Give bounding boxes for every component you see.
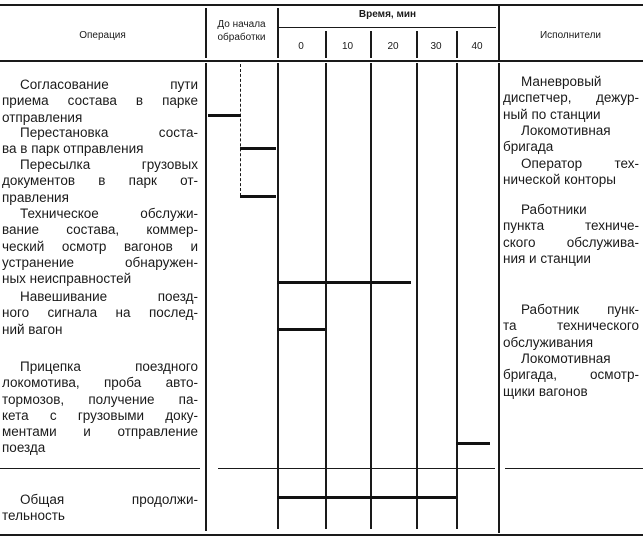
time-underline: [279, 27, 496, 28]
text-line: Согласование пути: [20, 77, 198, 92]
text-line: ния и станции: [503, 250, 591, 266]
tick-label: 30: [430, 41, 442, 52]
text-line: Работники: [521, 202, 587, 217]
tick-label: 10: [341, 41, 354, 52]
total-separator: [218, 468, 495, 469]
text-line: бригада: [503, 139, 554, 155]
column-divider: [325, 31, 327, 58]
bar-operation-1: [208, 114, 241, 117]
text-line: ний вагон: [2, 321, 63, 337]
column-divider: [205, 8, 207, 58]
text-line: Техническое обслужи-: [20, 206, 198, 221]
text-line: Локомотивная: [521, 351, 611, 366]
bottom-rule: [0, 534, 643, 537]
operation-item: Перестановка соста-ва в парк отправления: [2, 125, 198, 158]
column-divider: [370, 31, 372, 58]
performer-item: Локомотивная бригада, осмотр-щики вагонов: [503, 351, 639, 400]
grid-line: [277, 63, 279, 529]
header-time: Время, мин: [358, 9, 417, 20]
text-line: приема состава в парке: [2, 93, 198, 109]
text-line: ного сигнала на послед-: [2, 305, 198, 321]
tick-label: 40: [471, 41, 483, 52]
text-line: правления: [2, 189, 69, 205]
text-line: Общая продолжи-: [20, 492, 198, 507]
text-line: тельность: [2, 508, 65, 524]
text-line: ского обслужива-: [503, 234, 639, 250]
text-line: нической конторы: [503, 172, 616, 188]
performer-item: Работник пунк-та технического обслуживани…: [503, 302, 639, 351]
text-line: ный по станции: [503, 106, 601, 122]
text-line: поезда: [2, 440, 46, 456]
text-line: тормозов, получение па-: [2, 391, 198, 407]
total-separator: [0, 468, 200, 469]
column-divider: [416, 31, 418, 58]
column-divider: [277, 8, 279, 58]
bar-operation-6: [456, 442, 490, 445]
text-line: вание состава, коммер-: [2, 222, 198, 238]
text-line: ных неисправностей: [2, 271, 132, 287]
text-line: Оператор тех-: [521, 156, 639, 171]
grid-line: [456, 63, 458, 529]
performer-item: Локомотивная бригада: [503, 123, 639, 156]
text-line: отправления: [2, 109, 83, 125]
text-line: ментами и отправление: [2, 424, 198, 440]
text-line: ческий осмотр вагонов и: [2, 238, 198, 254]
grid-line: [325, 63, 327, 529]
column-divider: [498, 6, 500, 60]
bar-operation-5: [277, 328, 325, 331]
text-line: Навешивание поезд-: [20, 289, 198, 304]
grid-line: [370, 63, 372, 529]
bar-operation-2: [240, 147, 276, 150]
bar-total: [277, 496, 456, 499]
performer-item: Работники пункта техниче-ского обслужива-…: [503, 202, 639, 267]
column-divider: [205, 63, 207, 531]
text-line: Работник пунк-: [521, 302, 639, 317]
header-operation: Операция: [79, 30, 126, 41]
total-duration: Общая продолжи-тельность: [2, 492, 198, 525]
bar-operation-4: [277, 281, 411, 284]
text-line: кета с грузовыми доку-: [2, 407, 198, 423]
tick-label: 20: [387, 41, 399, 52]
text-line: документов в парк от-: [2, 173, 198, 189]
text-line: пункта техниче-: [503, 218, 639, 234]
top-rule: [0, 4, 643, 6]
header-before-start: До начала обработки: [217, 19, 266, 43]
text-line: устранение обнаружен-: [2, 254, 198, 270]
text-line: Локомотивная: [521, 123, 611, 138]
performer-item: Оператор тех-нической конторы: [503, 156, 639, 189]
total-separator: [505, 468, 643, 469]
operation-item: Прицепка поездного локомотива, проба авто…: [2, 359, 198, 457]
performer-item: Маневровый диспетчер, дежур-ный по станци…: [503, 74, 639, 123]
text-line: Прицепка поездного: [20, 359, 198, 374]
text-line: Перестановка соста-: [20, 125, 198, 140]
dashed-divider: [240, 64, 241, 196]
column-divider: [498, 63, 500, 533]
text-line: бригада, осмотр-: [503, 367, 639, 383]
grid-line: [416, 63, 418, 529]
operation-item: Согласование пути приема состава в парке о…: [2, 77, 198, 126]
column-divider: [456, 31, 458, 58]
header-rule: [0, 60, 643, 62]
bar-operation-3: [240, 195, 276, 198]
text-line: ва в парк отправления: [2, 141, 144, 157]
text-line: Пересылка грузовых: [20, 157, 198, 172]
tick-label: 0: [298, 41, 304, 52]
text-line: диспетчер, дежур-: [503, 90, 639, 106]
header-performers: Исполнители: [539, 30, 601, 41]
text-line: Маневровый: [521, 74, 602, 89]
text-line: локомотива, проба авто-: [2, 375, 198, 391]
operation-item: Техническое обслужи-вание состава, комме…: [2, 206, 198, 287]
operation-item: Навешивание поезд-ного сигнала на послед…: [2, 289, 198, 338]
text-line: обслуживания: [503, 334, 594, 350]
operation-item: Пересылка грузовых документов в парк от-п…: [2, 157, 198, 206]
text-line: та технического: [503, 318, 639, 334]
text-line: щики вагонов: [503, 383, 588, 399]
